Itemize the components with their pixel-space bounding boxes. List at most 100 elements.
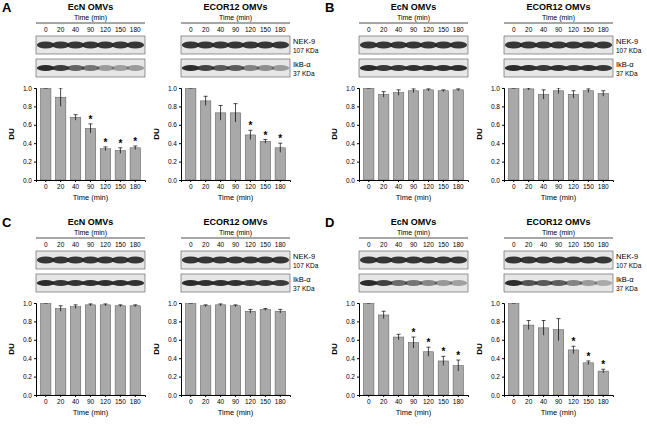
x-tick: 150 — [260, 395, 271, 405]
significance: * — [571, 336, 575, 347]
error-bar — [601, 91, 605, 97]
x-tick-label: 120 — [423, 183, 434, 190]
error-bar — [382, 311, 386, 318]
subpanel: ECOR12 OMVsTime (min)0204090120150180NEK… — [152, 2, 319, 202]
blot-frame — [504, 59, 613, 77]
blot-time-label: 40 — [395, 26, 403, 33]
x-tick: 150 — [260, 180, 271, 190]
bar — [508, 88, 518, 180]
y-tick: 1.0 — [491, 300, 504, 307]
blot-size: 37 KDa — [293, 70, 315, 77]
y-axis-title: DU — [330, 128, 339, 140]
error-bar — [527, 320, 531, 329]
x-axis-title: Time (min) — [541, 408, 577, 417]
blot-size: 107 KDa — [616, 262, 642, 269]
bar — [275, 311, 285, 395]
error-stem — [603, 91, 604, 97]
bar — [100, 149, 110, 180]
blot-time-label: 40 — [217, 26, 225, 33]
significance: * — [441, 346, 445, 357]
y-tick-mark — [179, 180, 181, 181]
x-tick-label: 90 — [410, 398, 418, 405]
y-tick: 0.2 — [23, 158, 36, 165]
x-tick: 150 — [583, 180, 594, 190]
y-tick-mark — [502, 358, 504, 359]
error-stem — [413, 337, 414, 348]
y-axis: 0.00.20.40.60.81.0 — [23, 300, 37, 399]
x-tick: 40 — [395, 180, 403, 190]
x-axis: 0204090120150180 — [182, 180, 291, 190]
bar — [230, 306, 240, 395]
y-tick-label: 1.0 — [346, 300, 355, 307]
x-tick-label: 150 — [583, 183, 594, 190]
y-tick: 0.4 — [491, 355, 504, 362]
bar — [70, 307, 80, 395]
bar — [115, 151, 125, 180]
error-cap — [397, 334, 401, 335]
error-cap — [189, 303, 193, 304]
x-tick: 150 — [438, 180, 449, 190]
x-tick-label: 150 — [260, 398, 271, 405]
blot-time-title: Time (min) — [397, 14, 430, 22]
y-tick-mark — [34, 303, 36, 304]
x-tick: 180 — [598, 180, 609, 190]
y-tick-label: 0.6 — [491, 121, 500, 128]
y-tick-mark — [357, 358, 359, 359]
y-tick: 0.2 — [491, 158, 504, 165]
error-stem — [443, 356, 444, 365]
error-cap — [601, 90, 605, 91]
x-tick-label: 40 — [72, 398, 80, 405]
y-tick: 0.8 — [491, 318, 504, 325]
subpanel: EcN OMVsTime (min)0204090120150180****0.… — [7, 2, 146, 202]
bar — [230, 113, 240, 180]
error-stem — [60, 306, 61, 312]
y-axis: 0.00.20.40.60.81.0 — [23, 85, 37, 184]
x-tick-label: 90 — [232, 183, 240, 190]
error-cap — [204, 96, 208, 97]
y-axis-title: DU — [7, 343, 16, 355]
y-tick: 0.8 — [346, 103, 359, 110]
y-tick: 0.6 — [346, 121, 359, 128]
error-cap — [426, 88, 430, 89]
bar — [70, 117, 80, 180]
error-stem — [528, 320, 529, 329]
y-tick: 0.2 — [23, 373, 36, 380]
subpanel: ECOR12 OMVsTime (min)0204090120150180NEK… — [152, 217, 319, 417]
x-tick-label: 180 — [598, 183, 609, 190]
loading-band — [449, 42, 467, 49]
y-axis: 0.00.20.40.60.81.0 — [491, 85, 505, 184]
blot-time-label: 40 — [540, 241, 548, 248]
bar — [438, 361, 448, 395]
x-tick: 20 — [57, 395, 65, 405]
x-tick: 150 — [583, 395, 594, 405]
error-bar — [542, 320, 546, 335]
bars — [40, 88, 140, 180]
error-stem — [413, 89, 414, 93]
x-tick: 120 — [100, 180, 111, 190]
y-tick: 0.6 — [491, 336, 504, 343]
x-tick-label: 150 — [438, 398, 449, 405]
y-tick-label: 0.8 — [346, 103, 355, 110]
x-tick: 180 — [453, 180, 464, 190]
y-tick-mark — [179, 106, 181, 107]
error-cap — [382, 91, 386, 92]
y-tick: 0.4 — [491, 140, 504, 147]
y-tick-label: 0.4 — [346, 140, 355, 147]
error-stem — [383, 92, 384, 98]
x-tick-label: 40 — [395, 398, 403, 405]
y-axis: 0.00.20.40.60.81.0 — [168, 85, 182, 184]
y-tick-label: 1.0 — [491, 85, 500, 92]
blot-time-label: 180 — [130, 241, 141, 248]
error-bar — [248, 130, 252, 139]
x-axis-title: Time (min) — [73, 193, 109, 202]
blot-time-label: 20 — [202, 241, 210, 248]
bar — [85, 305, 95, 395]
error-bar — [557, 88, 561, 94]
x-tick: 120 — [245, 180, 256, 190]
blot-time-label: 120 — [245, 241, 256, 248]
error-cap — [189, 88, 193, 89]
error-cap — [103, 303, 107, 304]
bar — [215, 113, 225, 180]
blot-time-label: 180 — [453, 241, 464, 248]
blot-frame — [504, 251, 613, 269]
